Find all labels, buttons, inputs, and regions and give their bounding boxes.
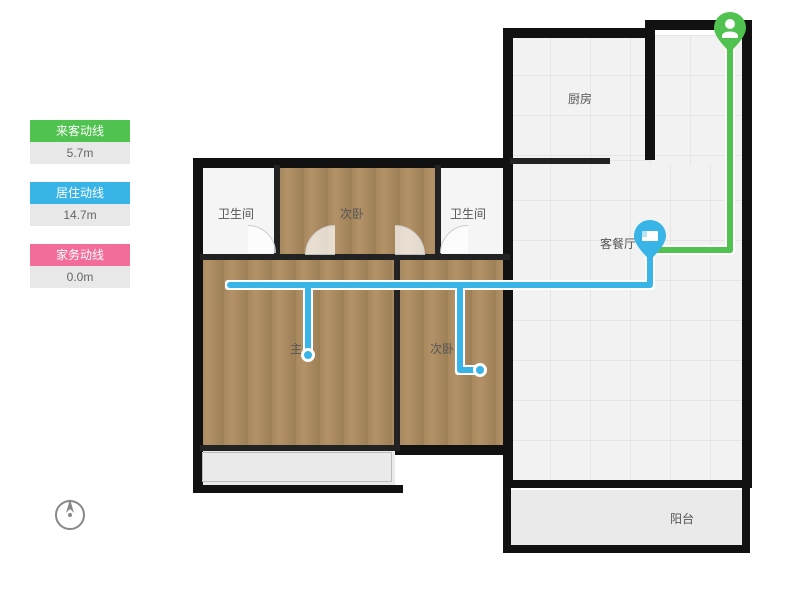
wall [274, 165, 280, 257]
legend-visitor-value: 5.7m [30, 142, 130, 164]
room-living [510, 160, 745, 485]
wall [200, 445, 400, 451]
wall [503, 28, 653, 38]
wall [435, 165, 441, 257]
wall [193, 158, 203, 493]
wall [395, 445, 513, 455]
label-balcony: 阳台 [670, 510, 694, 527]
balcony-rail [202, 452, 392, 482]
legend-living-value: 14.7m [30, 204, 130, 226]
room-balcony-right [510, 490, 745, 545]
label-kitchen: 厨房 [568, 90, 592, 107]
wall [193, 158, 513, 168]
legend-living-label: 居住动线 [30, 182, 130, 204]
wall [193, 485, 403, 493]
label-bathroom2: 卫生间 [450, 205, 486, 222]
label-secondbed2: 次卧 [430, 340, 454, 357]
wall [645, 28, 655, 160]
legend-chore-value: 0.0m [30, 266, 130, 288]
legend-chore-label: 家务动线 [30, 244, 130, 266]
legend-visitor: 来客动线 5.7m [30, 120, 130, 164]
wall [742, 480, 750, 550]
legend-chore: 家务动线 0.0m [30, 244, 130, 288]
label-secondbed1: 次卧 [340, 205, 364, 222]
living-node-1 [301, 348, 315, 362]
wall [510, 158, 610, 164]
label-living: 客餐厅 [600, 235, 636, 252]
wall [200, 254, 510, 260]
compass-icon [50, 495, 90, 540]
legend-panel: 来客动线 5.7m 居住动线 14.7m 家务动线 0.0m [30, 120, 130, 306]
living-node-2 [473, 363, 487, 377]
wall [742, 20, 752, 488]
label-bathroom1: 卫生间 [218, 205, 254, 222]
wall [503, 480, 511, 550]
wall [503, 480, 750, 488]
floorplan: 厨房 卫生间 次卧 卫生间 客餐厅 主卧 次卧 阳台 [190, 20, 750, 560]
legend-visitor-label: 来客动线 [30, 120, 130, 142]
wall [503, 545, 750, 553]
visitor-pin-icon [714, 12, 746, 57]
living-pin-icon [634, 220, 666, 265]
legend-living: 居住动线 14.7m [30, 182, 130, 226]
